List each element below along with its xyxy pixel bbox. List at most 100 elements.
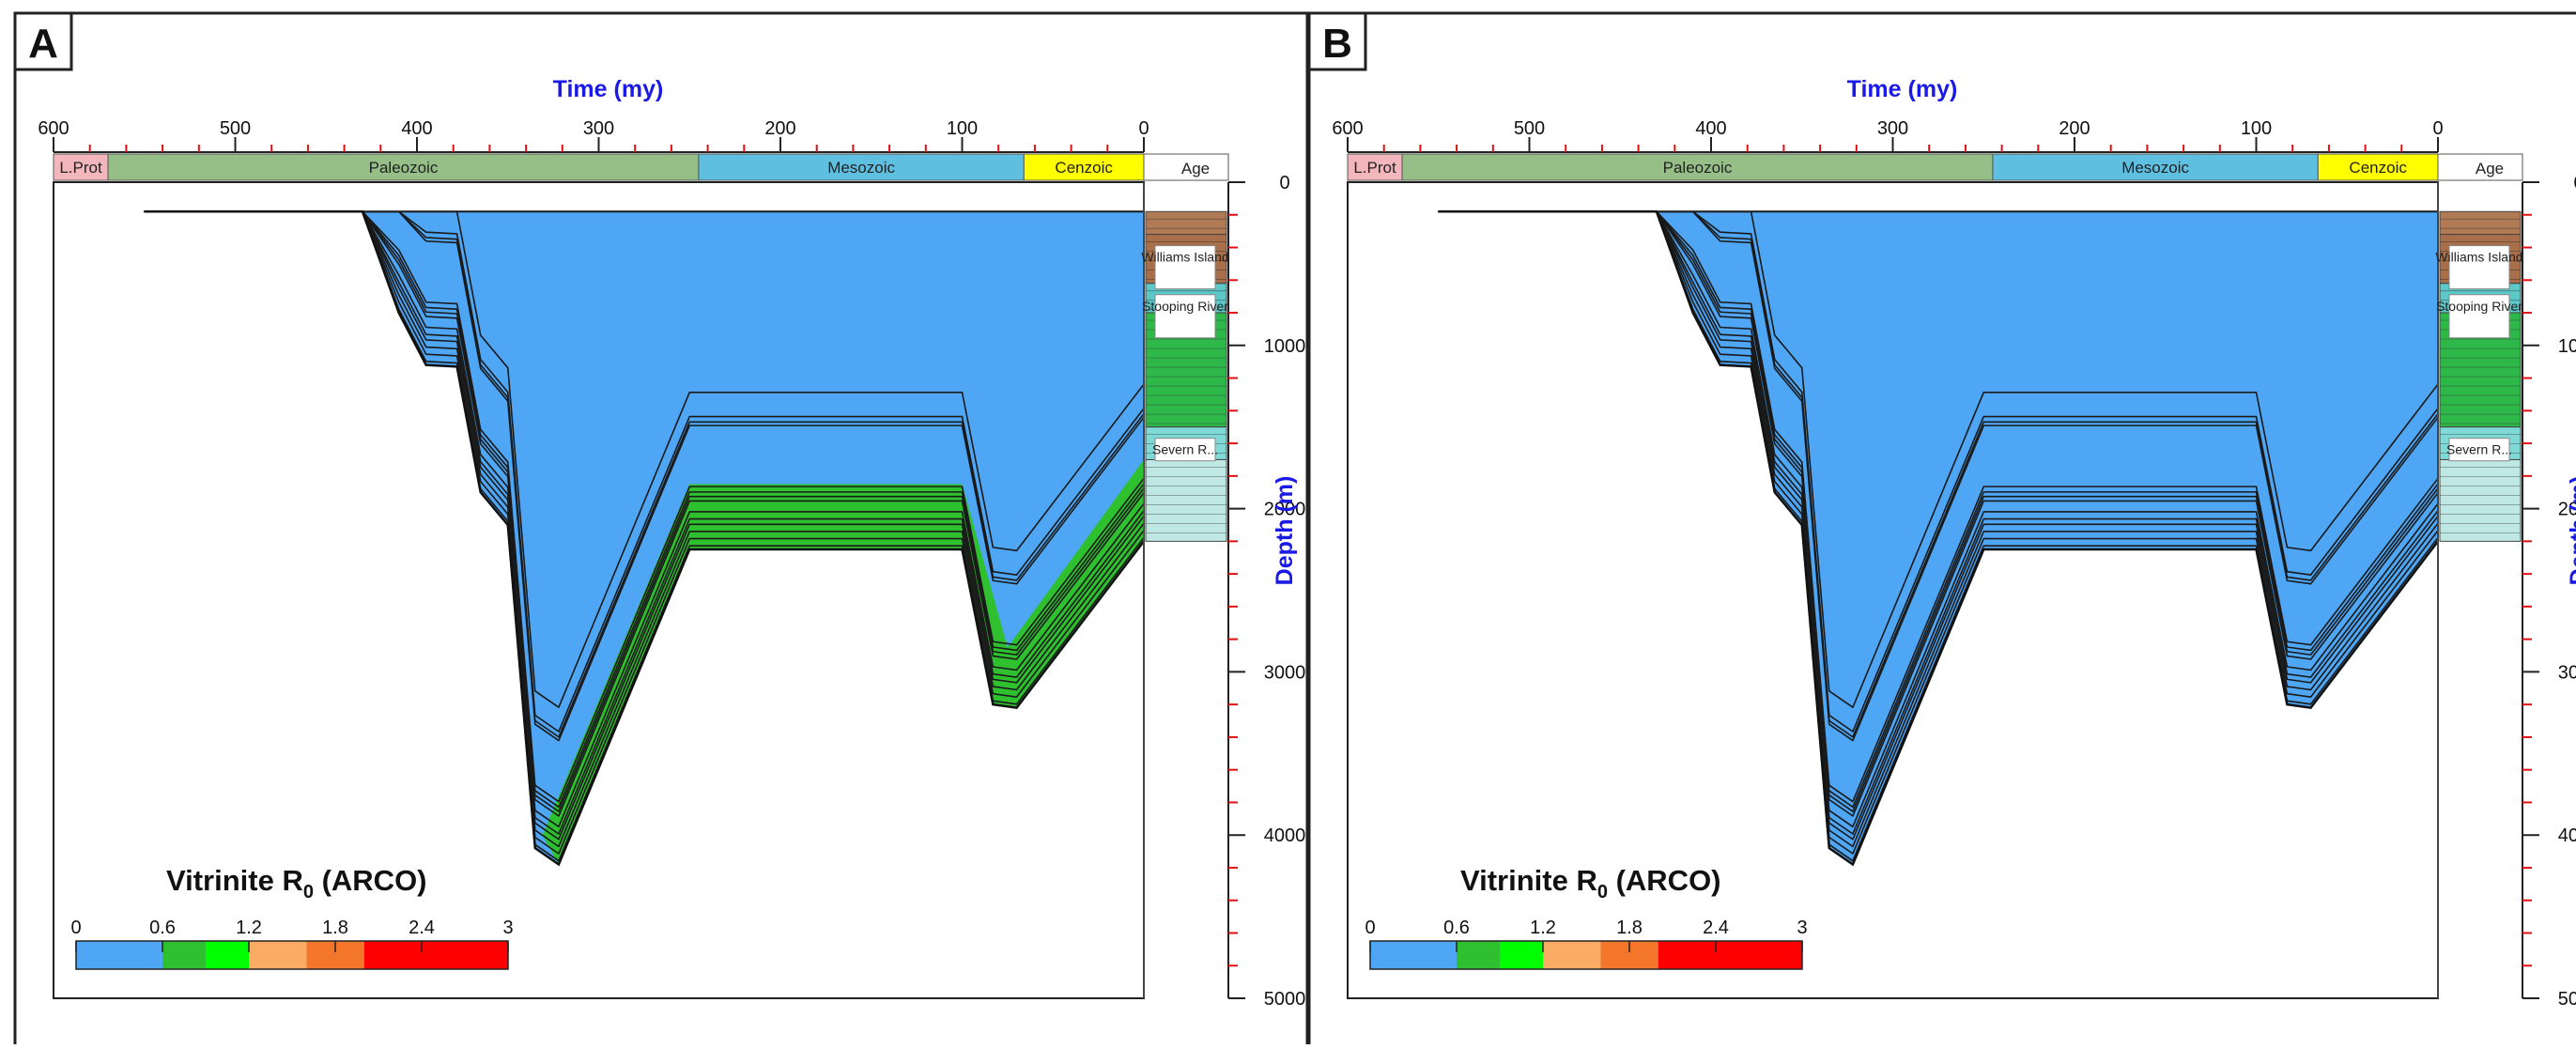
legend-title-suffix: (ARCO) (1608, 864, 1721, 897)
legend-tick-label: 1.2 (236, 918, 262, 938)
burial-curve-outline (144, 210, 1145, 867)
legend-tick-label: 2.4 (409, 918, 435, 938)
legend-title-subscript: 0 (303, 882, 314, 902)
legend-title-main: Vitrinite R (166, 864, 303, 897)
y-tick-label: 5000 (1264, 989, 1306, 1010)
x-tick-label: 500 (1514, 118, 1545, 139)
x-tick-label: 300 (583, 118, 614, 139)
formation-label: Williams Island (2435, 250, 2522, 265)
horizon-line (1438, 210, 2439, 742)
era-label: Mesozoic (2121, 159, 2189, 177)
legend-color-swatch (1457, 941, 1500, 969)
formation-label: Stooping River (1142, 299, 1228, 314)
lithology-layer (1145, 458, 1227, 542)
era-label: Paleozoic (1663, 159, 1733, 177)
horizon-line (144, 210, 1145, 742)
legend-tick-label: 2.4 (1703, 918, 1729, 938)
era-bar-segment (1347, 153, 1403, 181)
legend-tick-label: 1.2 (1530, 918, 1556, 938)
horizon-line (144, 210, 1145, 709)
panel-label-box (1307, 11, 1367, 71)
legend-bar-frame (1369, 940, 1803, 970)
legend-tick-label: 1.8 (1616, 918, 1643, 938)
era-label: Paleozoic (369, 159, 439, 177)
x-tick-label: 600 (38, 118, 69, 139)
burial-curve-outline (1438, 210, 2439, 867)
x-tick-label: 400 (1695, 118, 1726, 139)
era-label: Cenzoic (2349, 159, 2407, 177)
y-tick-label: 0 (2573, 173, 2576, 193)
age-header: Age (2476, 160, 2504, 177)
legend-color-swatch (162, 941, 206, 969)
x-tick-label: 0 (1138, 118, 1149, 139)
legend-tick-label: 0.6 (149, 918, 176, 938)
x-tick-label: 300 (1877, 118, 1908, 139)
legend-color-swatch (76, 941, 162, 969)
x-tick-label: 400 (401, 118, 432, 139)
x-tick-label: 200 (764, 118, 795, 139)
panel-label: B (1322, 21, 1352, 67)
legend-color-swatch (1658, 941, 1802, 969)
era-bar-segment (107, 153, 700, 181)
legend-color-swatch (249, 941, 307, 969)
y-tick-label: 2000 (1264, 500, 1306, 520)
legend-color-swatch (1500, 941, 1543, 969)
age-header-cell (2437, 153, 2523, 181)
horizon-line (144, 210, 1145, 817)
horizon-line (1438, 210, 2439, 709)
x-tick-label: 100 (947, 118, 978, 139)
lithology-layer (2439, 458, 2522, 542)
era-label: Cenzoic (1055, 159, 1113, 177)
x-tick-label: 0 (2432, 118, 2443, 139)
formation-label: Stooping River (2436, 299, 2522, 314)
legend-color-swatch (1543, 941, 1601, 969)
y-tick-label: 3000 (1264, 662, 1306, 683)
y-tick-label: 4000 (1264, 825, 1306, 846)
era-label: Mesozoic (827, 159, 895, 177)
era-bar-segment (1023, 153, 1145, 181)
y-tick-label: 1000 (1264, 336, 1306, 357)
formation-label-box (2448, 438, 2510, 462)
legend-tick-label: 0 (1365, 918, 1375, 938)
age-header: Age (1181, 160, 1210, 177)
legend-background (1351, 834, 1810, 995)
y-axis-label: Depth (m) (1272, 476, 1298, 586)
lithology-layer (2439, 210, 2522, 236)
x-tick-label: 100 (2241, 118, 2272, 139)
y-tick-label: 5000 (2558, 989, 2576, 1010)
formation-label: Williams Island (1141, 250, 1228, 265)
era-bar-segment (1992, 153, 2319, 181)
legend-tick-label: 0 (70, 918, 81, 938)
formation-label-box (2448, 245, 2510, 290)
formation-label: Severn R... (2446, 442, 2512, 457)
era-label: L.Prot (1353, 159, 1396, 177)
legend-title: Vitrinite R0 (ARCO) (1460, 864, 1721, 902)
y-axis-label: Depth (m) (2566, 476, 2576, 586)
x-axis-label: Time (my) (553, 76, 664, 102)
formation-label: Severn R... (1152, 442, 1218, 457)
legend-tick-label: 3 (1797, 918, 1807, 938)
legend-title-suffix: (ARCO) (314, 864, 427, 897)
legend-title-main: Vitrinite R (1460, 864, 1597, 897)
y-tick-label: 3000 (2558, 662, 2576, 683)
legend-background (57, 834, 516, 995)
x-tick-label: 500 (220, 118, 251, 139)
formation-label-box (1154, 438, 1216, 462)
lithology-layer (1145, 210, 1227, 236)
legend-tick-label: 3 (502, 918, 513, 938)
y-tick-label: 2000 (2558, 500, 2576, 520)
era-label: L.Prot (59, 159, 102, 177)
era-bar-segment (1401, 153, 1994, 181)
y-tick-label: 0 (1279, 173, 1289, 193)
y-tick-label: 4000 (2558, 825, 2576, 846)
y-tick-label: 1000 (2558, 336, 2576, 357)
x-axis-label: Time (my) (1847, 76, 1958, 102)
legend-title-subscript: 0 (1597, 882, 1608, 902)
era-bar-segment (53, 153, 109, 181)
legend-color-swatch (363, 941, 508, 969)
formation-label-box (1154, 245, 1216, 290)
legend-bar-frame (75, 940, 509, 970)
